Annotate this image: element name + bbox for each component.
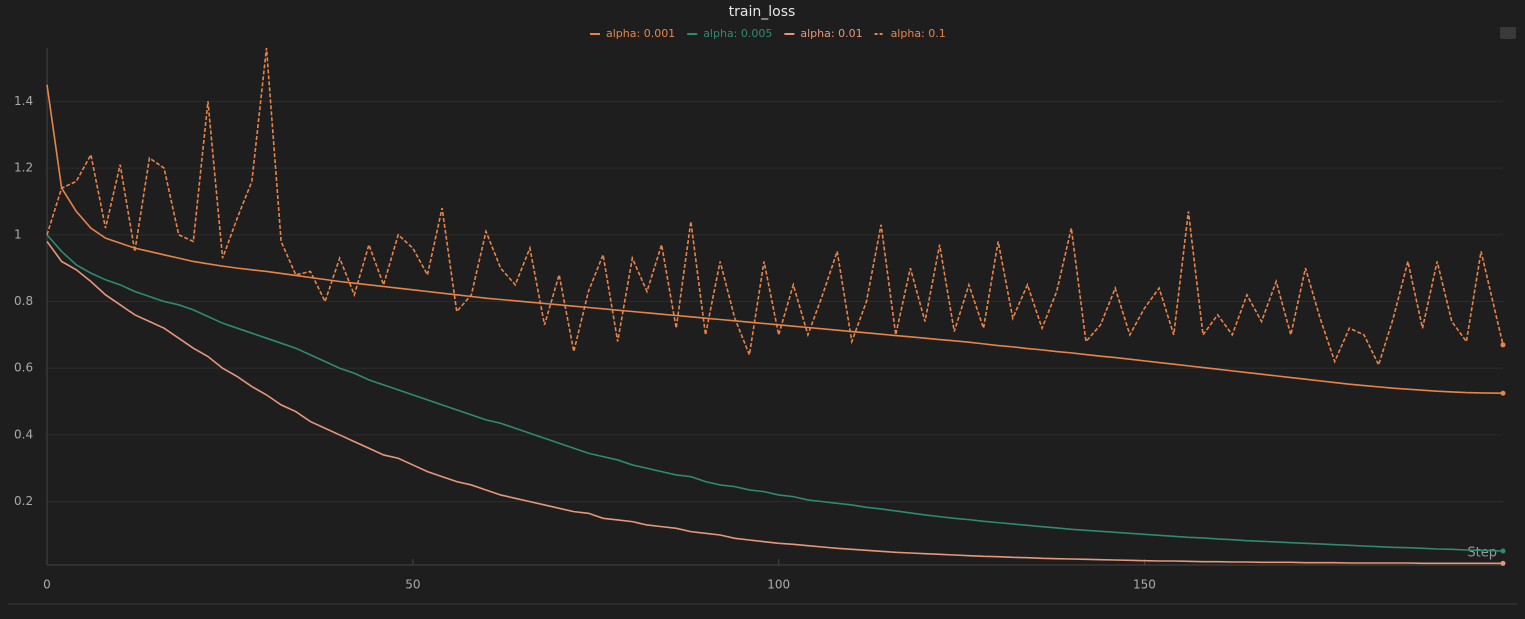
- y-tick-label: 0.2: [14, 494, 33, 508]
- y-tick-label: 0.6: [14, 361, 33, 375]
- line-series: [46, 84, 1504, 395]
- line-series: [46, 240, 1503, 565]
- legend: alpha: 0.001 alpha: 0.005 alpha: 0.01 alpha…: [590, 27, 946, 40]
- y-tick-label: 0.4: [14, 427, 33, 441]
- legend-label: alpha: 0.1: [891, 27, 946, 40]
- x-axis-label: Step: [1467, 546, 1497, 561]
- x-tick-label: 150: [1133, 578, 1156, 592]
- line-series: [46, 234, 1504, 552]
- end-point: [1500, 560, 1506, 566]
- y-tick-label: 0.8: [14, 294, 33, 308]
- legend-label: alpha: 0.01: [800, 27, 862, 40]
- y-tick-label: 1.4: [14, 94, 33, 108]
- menu-icon[interactable]: [1500, 27, 1516, 39]
- x-tick-label: 0: [43, 578, 51, 592]
- legend-label: alpha: 0.001: [606, 27, 675, 40]
- legend-label: alpha: 0.005: [703, 27, 772, 40]
- end-point: [1500, 342, 1506, 348]
- chart-title: train_loss: [729, 4, 796, 20]
- x-tick-label: 100: [767, 578, 790, 592]
- end-point: [1500, 548, 1506, 554]
- y-tick-label: 1: [14, 227, 22, 241]
- x-tick-label: 50: [405, 578, 420, 592]
- end-point: [1500, 390, 1506, 396]
- y-tick-label: 1.2: [14, 161, 33, 175]
